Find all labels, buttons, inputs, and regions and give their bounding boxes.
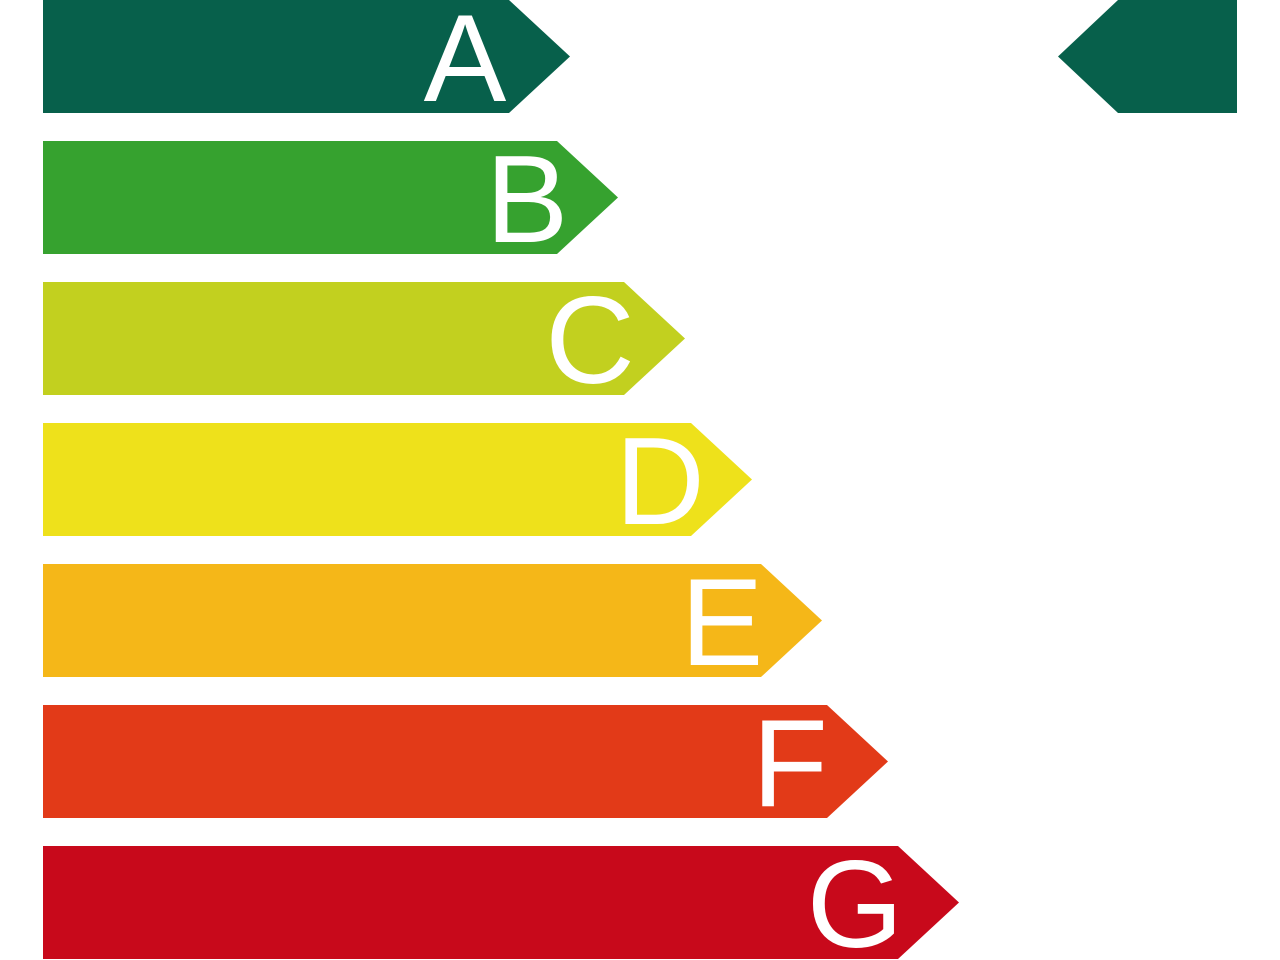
class-letter: D — [615, 413, 705, 551]
rating-indicator-arrow — [1058, 0, 1237, 113]
class-arrow-bar — [43, 564, 822, 677]
energy-class-a: A — [43, 0, 570, 128]
class-arrow-bar — [43, 282, 685, 395]
class-letter: G — [807, 836, 903, 960]
class-letter: C — [545, 272, 635, 410]
class-arrow-bar — [43, 141, 618, 254]
class-arrow-bar — [43, 423, 752, 536]
class-letter: A — [424, 0, 507, 128]
class-arrow-bar — [43, 0, 570, 113]
energy-class-c: C — [43, 272, 685, 410]
energy-class-e: E — [43, 554, 822, 692]
class-letter: B — [486, 131, 569, 269]
energy-class-b: B — [43, 131, 618, 269]
class-arrow-bar — [43, 846, 959, 959]
class-letter: E — [681, 554, 764, 692]
energy-class-f: F — [43, 695, 888, 833]
energy-class-d: D — [43, 413, 752, 551]
class-letter: F — [752, 695, 828, 833]
energy-class-g: G — [43, 836, 959, 960]
class-arrow-bar — [43, 705, 888, 818]
